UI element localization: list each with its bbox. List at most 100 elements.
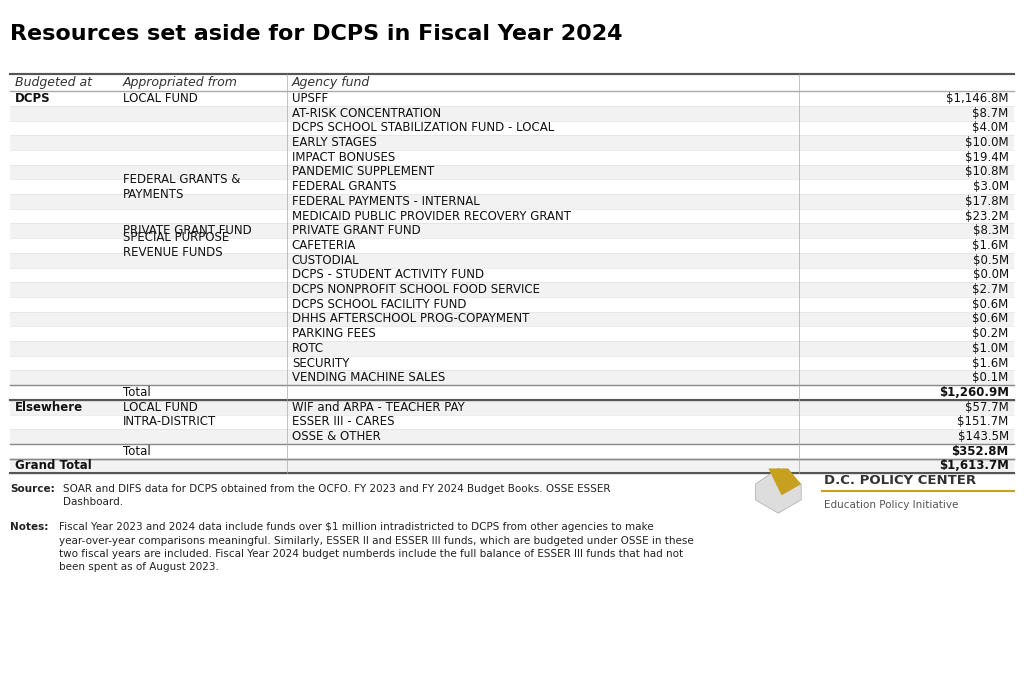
Text: $1,613.7M: $1,613.7M [939, 459, 1009, 473]
Text: $57.7M: $57.7M [965, 400, 1009, 414]
Text: DCPS - STUDENT ACTIVITY FUND: DCPS - STUDENT ACTIVITY FUND [292, 268, 484, 281]
Polygon shape [756, 468, 801, 513]
Bar [819, 74, 1024, 91]
Text: $0.6M: $0.6M [973, 298, 1009, 311]
Text: $352.8M: $352.8M [951, 444, 1009, 458]
Text: Agency fund: Agency fund [292, 76, 370, 89]
Bar [10, 370, 1014, 385]
Text: Total: Total [123, 386, 151, 399]
Text: PRIVATE GRANT FUND: PRIVATE GRANT FUND [123, 224, 252, 237]
Text: IMPACT BONUSES: IMPACT BONUSES [292, 150, 395, 164]
Text: $10.8M: $10.8M [965, 165, 1009, 178]
Bar [10, 164, 1014, 179]
Bar [10, 209, 1014, 223]
Text: PARKING FEES: PARKING FEES [292, 327, 376, 340]
Text: $19.4M: $19.4M [965, 150, 1009, 164]
Text: $1,260.9M: $1,260.9M [939, 386, 1009, 399]
Text: $1.6M: $1.6M [972, 239, 1009, 252]
Text: DCPS: DCPS [15, 92, 51, 105]
Bar [10, 444, 1014, 458]
Text: ROTC: ROTC [292, 342, 324, 355]
Text: LOCAL FUND: LOCAL FUND [123, 92, 198, 105]
Bar [10, 326, 1014, 341]
Text: $1.6M: $1.6M [972, 356, 1009, 370]
Bar [10, 356, 1014, 370]
Text: WIF and ARPA - TEACHER PAY: WIF and ARPA - TEACHER PAY [292, 400, 465, 414]
Bar [10, 385, 1014, 400]
Text: DCPS SCHOOL STABILIZATION FUND - LOCAL: DCPS SCHOOL STABILIZATION FUND - LOCAL [292, 121, 554, 134]
Text: $17.8M: $17.8M [965, 195, 1009, 208]
Text: $0.0M: $0.0M [973, 268, 1009, 281]
Text: INTRA-DISTRICT: INTRA-DISTRICT [123, 415, 216, 428]
Text: Total: Total [123, 444, 151, 458]
Polygon shape [768, 468, 801, 496]
Text: $8.7M: $8.7M [973, 106, 1009, 120]
Text: Education Policy Initiative: Education Policy Initiative [824, 500, 958, 510]
Text: D.C. POLICY CENTER: D.C. POLICY CENTER [824, 474, 977, 486]
Text: PRIVATE GRANT FUND: PRIVATE GRANT FUND [292, 224, 421, 237]
Text: $8.3M: $8.3M [973, 224, 1009, 237]
Text: SOAR and DIFS data for DCPS obtained from the OCFO. FY 2023 and FY 2024 Budget B: SOAR and DIFS data for DCPS obtained fro… [63, 484, 611, 507]
Text: $10.0M: $10.0M [965, 136, 1009, 149]
Text: Notes:: Notes: [10, 522, 48, 532]
Text: UPSFF: UPSFF [292, 92, 328, 105]
Text: $23.2M: $23.2M [965, 209, 1009, 223]
Text: $2.7M: $2.7M [972, 283, 1009, 296]
Text: OSSE & OTHER: OSSE & OTHER [292, 430, 381, 443]
Text: CUSTODIAL: CUSTODIAL [292, 253, 359, 267]
Bar [10, 179, 1014, 194]
Text: SPECIAL PURPOSE
REVENUE FUNDS: SPECIAL PURPOSE REVENUE FUNDS [123, 232, 229, 260]
Bar [10, 106, 1014, 120]
Bar [10, 414, 1014, 429]
Text: MEDICAID PUBLIC PROVIDER RECOVERY GRANT: MEDICAID PUBLIC PROVIDER RECOVERY GRANT [292, 209, 570, 223]
Text: $4.0M: $4.0M [973, 121, 1009, 134]
Text: Fiscal Year 2023 and 2024 data include funds over $1 million intradistricted to : Fiscal Year 2023 and 2024 data include f… [59, 522, 694, 572]
Bar [10, 282, 1014, 297]
Text: EARLY STAGES: EARLY STAGES [292, 136, 377, 149]
Text: SECURITY: SECURITY [292, 356, 349, 370]
Bar [10, 429, 1014, 444]
Bar [10, 253, 1014, 267]
Text: Appropriated from: Appropriated from [123, 76, 238, 89]
Text: CAFETERIA: CAFETERIA [292, 239, 356, 252]
Bar [10, 312, 1014, 326]
Text: Elsewhere: Elsewhere [15, 400, 84, 414]
Text: FEDERAL GRANTS: FEDERAL GRANTS [292, 180, 396, 193]
Text: Resources set aside for DCPS in Fiscal Year 2024: Resources set aside for DCPS in Fiscal Y… [10, 25, 623, 45]
Bar [10, 341, 1014, 356]
Bar [10, 120, 1014, 135]
Bar [118, 74, 287, 91]
Text: FEDERAL PAYMENTS - INTERNAL: FEDERAL PAYMENTS - INTERNAL [292, 195, 479, 208]
Text: $143.5M: $143.5M [957, 430, 1009, 443]
Text: PANDEMIC SUPPLEMENT: PANDEMIC SUPPLEMENT [292, 165, 434, 178]
Bar [10, 223, 1014, 238]
Text: $1.0M: $1.0M [973, 342, 1009, 355]
Text: $0.1M: $0.1M [973, 371, 1009, 384]
Text: Budgeted at: Budgeted at [15, 76, 92, 89]
Text: VENDING MACHINE SALES: VENDING MACHINE SALES [292, 371, 445, 384]
Bar [10, 91, 1014, 106]
Text: Grand Total: Grand Total [15, 459, 92, 473]
Text: $0.5M: $0.5M [973, 253, 1009, 267]
Bar [10, 297, 1014, 312]
Bar [10, 135, 1014, 150]
Text: ESSER III - CARES: ESSER III - CARES [292, 415, 394, 428]
Text: LOCAL FUND: LOCAL FUND [123, 400, 198, 414]
Bar [10, 238, 1014, 253]
Text: AT-RISK CONCENTRATION: AT-RISK CONCENTRATION [292, 106, 441, 120]
Bar [10, 194, 1014, 209]
Text: DHHS AFTERSCHOOL PROG-COPAYMENT: DHHS AFTERSCHOOL PROG-COPAYMENT [292, 312, 529, 326]
Text: $1,146.8M: $1,146.8M [946, 92, 1009, 105]
Bar [287, 74, 819, 91]
Bar [10, 150, 1014, 164]
Bar [10, 458, 1014, 473]
Text: DCPS NONPROFIT SCHOOL FOOD SERVICE: DCPS NONPROFIT SCHOOL FOOD SERVICE [292, 283, 540, 296]
Bar [10, 74, 118, 91]
Text: FEDERAL GRANTS &
PAYMENTS: FEDERAL GRANTS & PAYMENTS [123, 173, 241, 201]
Text: $151.7M: $151.7M [957, 415, 1009, 428]
Text: $0.2M: $0.2M [973, 327, 1009, 340]
Text: $3.0M: $3.0M [973, 180, 1009, 193]
Bar [10, 400, 1014, 414]
Bar [10, 267, 1014, 282]
Text: Source:: Source: [10, 484, 55, 494]
